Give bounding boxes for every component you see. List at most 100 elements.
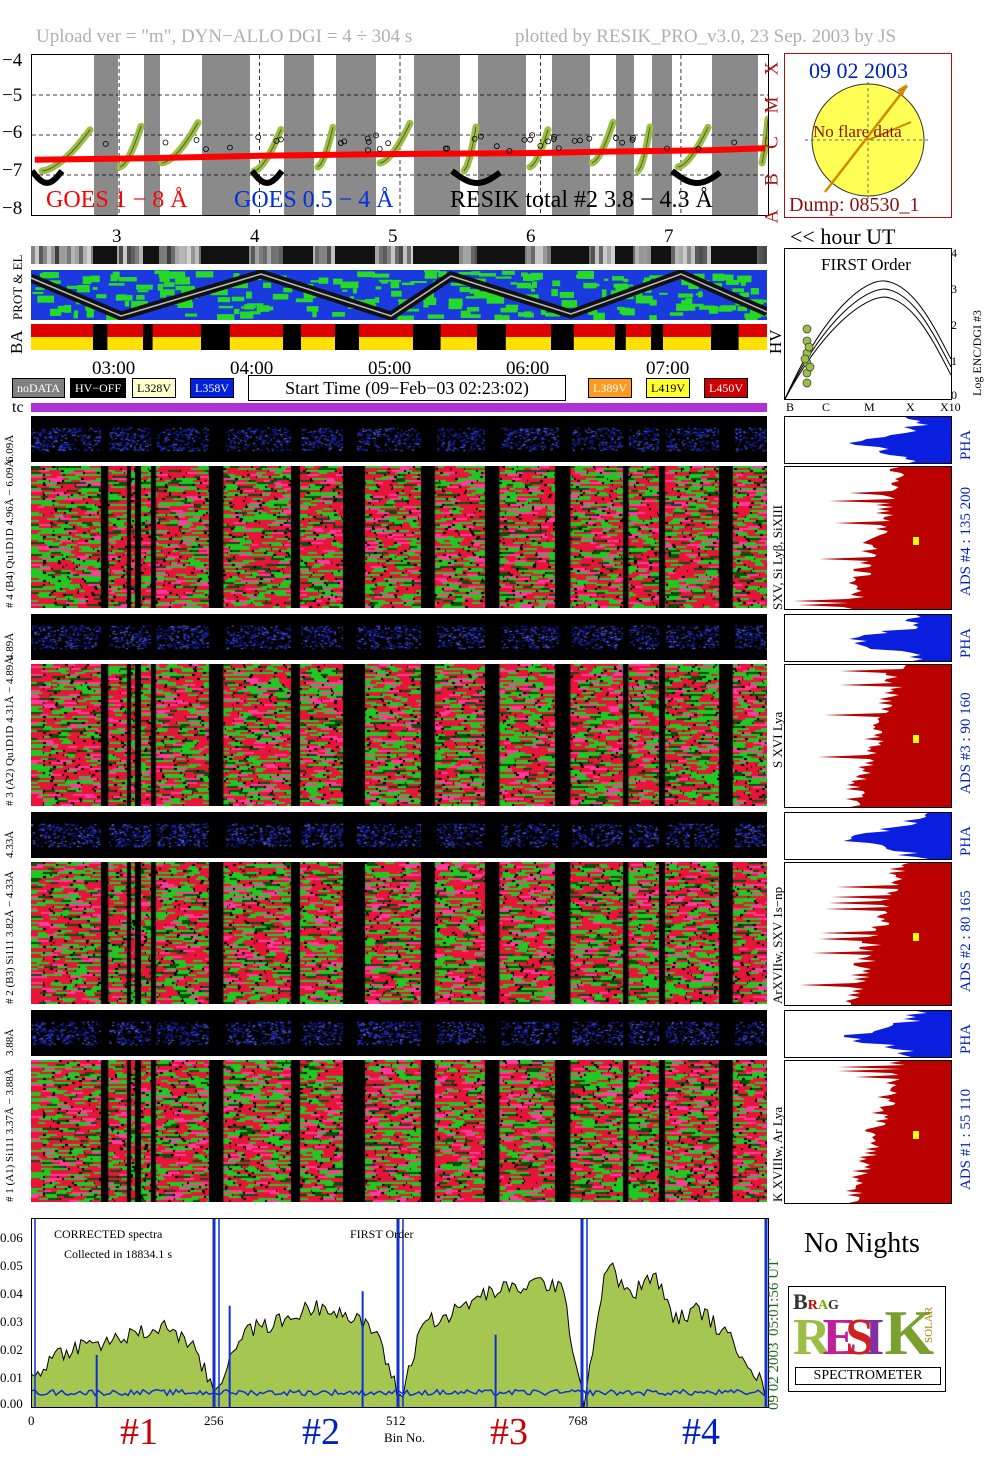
strip-cell	[35, 246, 39, 264]
spec-y-tick: 0.04	[0, 1286, 23, 1301]
fo-x-tick: M	[864, 400, 875, 414]
strip-cell	[123, 246, 127, 264]
prot-cell	[240, 311, 254, 319]
goes-y-tick: −5	[2, 85, 23, 106]
ch2-pha-range: 4.33Å	[4, 830, 16, 858]
time-tick: 06:00	[506, 358, 550, 379]
prot-cell	[160, 290, 167, 298]
strip-cell	[183, 246, 187, 264]
prot-cell	[32, 291, 44, 295]
resik-logo: BRAG RESIK SOLAR SPECTROMETER	[788, 1286, 946, 1392]
goes-y-tick: −7	[2, 160, 23, 181]
strip-cell	[195, 246, 199, 264]
pha-panel-ch2	[31, 812, 767, 858]
fo-y-label: Log ENC/DGI #3	[970, 310, 984, 396]
strip-cell	[763, 246, 767, 264]
ch1-main-label: # 1 (A1) Si111 3.37Å − 3.88Å	[4, 1068, 16, 1202]
strip-cell	[263, 246, 267, 264]
ba-label: BA	[7, 330, 26, 354]
prot-cell	[615, 286, 629, 292]
prot-cell	[158, 271, 164, 278]
prot-cell	[427, 314, 445, 319]
pha-panel-ch4	[31, 416, 767, 462]
strip-cell	[279, 246, 283, 264]
data-point	[278, 136, 284, 143]
channel-label-1: #1	[120, 1411, 158, 1453]
strip-cell	[59, 246, 63, 264]
strip-cell	[119, 246, 123, 264]
data-point	[227, 144, 233, 151]
prot-cell	[532, 281, 538, 288]
strip-cell	[639, 246, 643, 264]
data-point	[551, 133, 558, 140]
prot-cell	[340, 281, 359, 289]
badge-l328v: L328V	[132, 378, 176, 398]
prot-cell	[528, 285, 534, 289]
pha-hist-ch2	[784, 812, 952, 860]
prot-cell	[559, 291, 575, 298]
prot-cell	[263, 282, 272, 289]
ch2-main-label: # 2 (B3) Si111 3.82Å − 4.33Å	[4, 870, 16, 1004]
pha-panel-ch1	[31, 1010, 767, 1056]
resik-series-segment	[38, 126, 94, 175]
prot-cell	[245, 291, 252, 299]
fo-y-tick: 1	[951, 354, 957, 368]
time-tick: 05:00	[368, 358, 412, 379]
prot-cell	[712, 273, 725, 281]
prot-cell	[397, 315, 414, 323]
hour-tick: 3	[112, 226, 122, 247]
prot-cell	[622, 308, 635, 316]
prot-cell	[168, 271, 186, 279]
no-nights-label: No Nights	[804, 1228, 920, 1259]
spec-x-tick: 256	[204, 1413, 224, 1428]
strip-cell	[63, 246, 67, 264]
strip-cell	[271, 246, 275, 264]
strip-cell	[403, 246, 407, 264]
data-point	[478, 133, 484, 140]
strip-cell	[707, 246, 711, 264]
strip-cell	[399, 246, 403, 264]
data-point	[550, 136, 557, 142]
spectrum-side-date: 09 02 2003	[766, 1342, 782, 1411]
ads-label-ch2: ADS #2 : 80 165	[958, 890, 974, 992]
pha-histogram	[843, 1011, 951, 1057]
night-band	[651, 246, 671, 264]
ba-gap	[413, 324, 441, 350]
prot-cell	[115, 295, 133, 301]
data-point	[193, 137, 200, 143]
pha-histogram	[848, 417, 951, 463]
prot-cell	[352, 288, 357, 294]
prot-cell	[737, 306, 748, 312]
ads-label-ch1: ADS #1 : 55 110	[958, 1088, 974, 1190]
prot-cell	[64, 305, 72, 313]
resik-series-outline	[637, 126, 651, 172]
strip-cell	[647, 246, 651, 264]
pha-hist-ch4	[784, 416, 952, 464]
resik-series-outline	[119, 126, 142, 168]
prot-cell	[332, 312, 345, 317]
prot-cell	[137, 289, 149, 293]
badge-nodata: noDATA	[12, 378, 66, 398]
corrected-spectrum-plot	[32, 1219, 768, 1407]
prot-cell	[391, 290, 402, 297]
night-band	[283, 246, 313, 264]
night-band	[335, 246, 375, 264]
badge-l358v: L358V	[190, 378, 234, 398]
badge-hv-off: HV−OFF	[70, 378, 127, 398]
prot-cell	[249, 311, 261, 315]
spectrogram-ch3	[31, 664, 767, 806]
pha-histogram	[843, 813, 951, 859]
strip-cell	[79, 246, 83, 264]
prot-cell	[357, 271, 375, 277]
strip-cell	[671, 246, 675, 264]
prot-cell	[74, 310, 79, 315]
ch4-main-label: # 4 (B4) Qu1D1D 4.96Å − 6.09Å	[4, 459, 16, 608]
prot-cell	[357, 299, 376, 306]
ba-gap	[651, 324, 663, 350]
prot-cell	[77, 284, 90, 293]
prot-cell	[530, 288, 536, 292]
prot-cell	[471, 271, 481, 276]
spec-y-tick: 0.01	[0, 1370, 23, 1385]
strip-cell	[395, 246, 399, 264]
prot-cell	[681, 300, 691, 304]
